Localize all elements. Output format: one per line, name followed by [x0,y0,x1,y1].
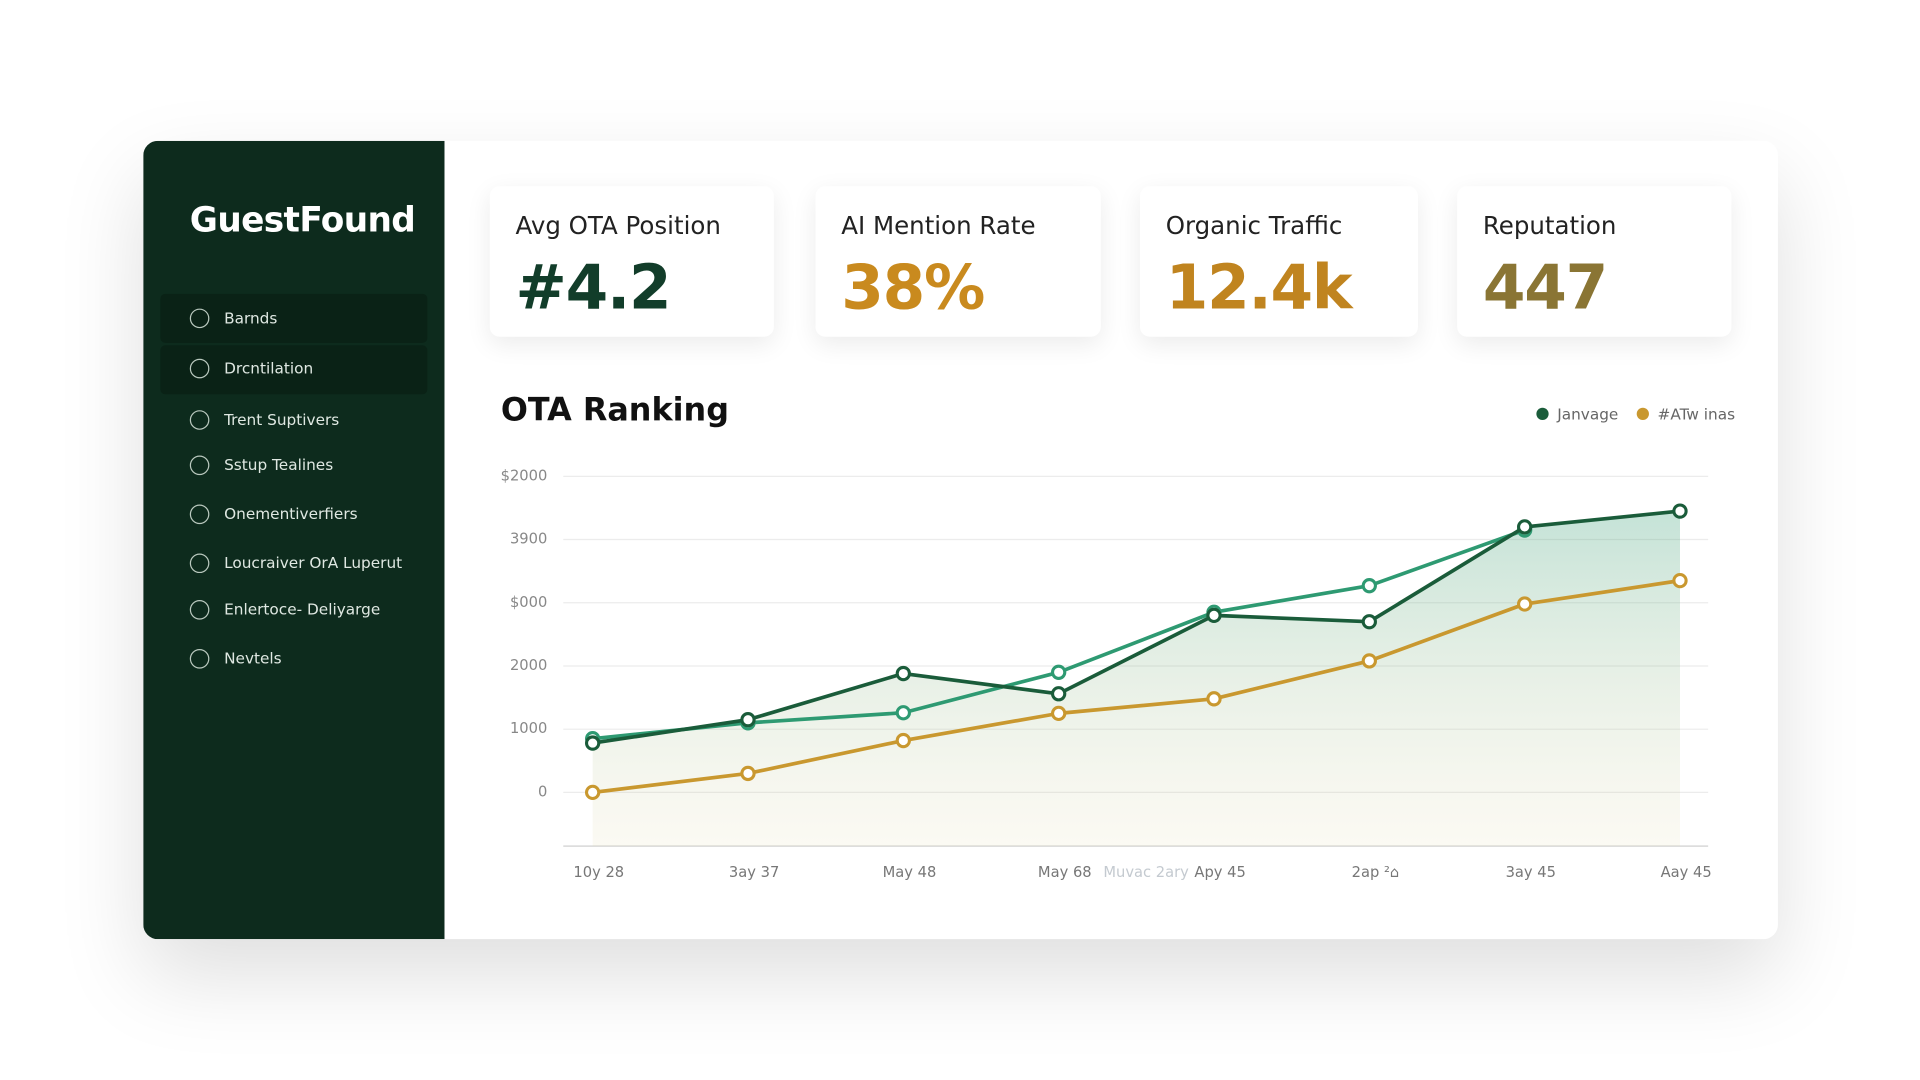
point [1051,705,1067,722]
x-tick-label: 3ay 37 [729,864,779,881]
point [1672,572,1688,589]
y-tick-label: $2000 [501,467,548,484]
y-tick-label: 2000 [510,657,547,674]
nav-icon [189,308,210,329]
nav-icon [189,358,210,379]
x-tick-label: Apy 45 [1194,864,1245,881]
y-tick-label: 1000 [510,720,547,737]
nav-item[interactable]: Sstup Tealines [224,455,334,474]
kpi-label: Organic Traffic [1165,210,1343,240]
nav-icon [189,600,210,620]
legend-label: Janvage [1556,406,1618,424]
nav-item[interactable]: Onementiverfiers [224,504,358,523]
series-line [592,578,1681,795]
point [1361,578,1377,594]
x-tick-label: Aay 45 [1661,864,1712,881]
point [895,665,911,682]
brand: GuestFound [189,199,416,240]
x-tick-label: May 68 [1038,864,1092,881]
legend-swatch [1636,407,1649,420]
point [895,705,911,721]
chart-title: OTA Ranking [501,390,729,428]
kpi-value: 447 [1482,252,1608,324]
nav-icon [189,553,210,574]
kpi-value: 38% [841,252,985,324]
nav-item[interactable]: Barnds [224,308,278,327]
point [1517,596,1533,612]
y-tick-label: $000 [510,594,547,611]
nav-icon [189,455,210,476]
kpi-card: Avg OTA Position #4.2 [489,186,774,337]
kpi-card: Reputation 447 [1457,186,1732,337]
y-tick-label: 0 [538,783,547,800]
kpi-card: Organic Traffic 12.4k [1140,186,1418,337]
series-line [592,509,1681,745]
x-note: Muvac 2ary [1103,864,1189,881]
nav-item[interactable]: Trent Suptivers [224,410,340,429]
x-tick-label: 2ap ²⌂ [1352,864,1400,881]
point [740,712,756,728]
x-tick-label: May 48 [883,864,937,881]
nav-icon [189,648,210,669]
point [1051,686,1067,702]
nav-item[interactable]: Loucraiver OrA Luperut [224,553,403,572]
kpi-value: 12.4k [1165,252,1353,324]
legend-swatch [1536,407,1549,420]
kpi-label: Avg OTA Position [515,210,721,240]
point [1206,607,1222,624]
point [1672,503,1688,519]
nav-item[interactable]: Drcntilation [224,358,314,378]
nav-icon [189,504,210,525]
kpi-value: #4.2 [515,252,672,324]
point [1206,691,1222,707]
area [592,511,1680,847]
kpi-label: AI Mention Rate [841,210,1036,240]
point [1361,614,1377,630]
kpi-label: Reputation [1482,210,1617,240]
point [895,732,911,749]
x-tick-label: 10y 28 [573,864,624,881]
point [1051,664,1067,680]
point [585,735,601,751]
legend-label: #ATw inas [1658,406,1736,424]
x-tick-label: 3ay 45 [1506,864,1556,881]
point [740,765,756,782]
kpi-card: AI Mention Rate 38% [815,186,1101,337]
point [1361,653,1377,669]
nav-icon [189,410,210,430]
point [1517,519,1533,535]
point [585,784,601,801]
y-tick-label: 3900 [510,531,547,548]
nav-item[interactable]: Nevtels [224,648,282,668]
sidebar: GuestFound Barnds Drcntilation Trent Supti… [143,140,445,940]
nav-item[interactable]: Enlertoce- Deliyarge [224,600,381,619]
